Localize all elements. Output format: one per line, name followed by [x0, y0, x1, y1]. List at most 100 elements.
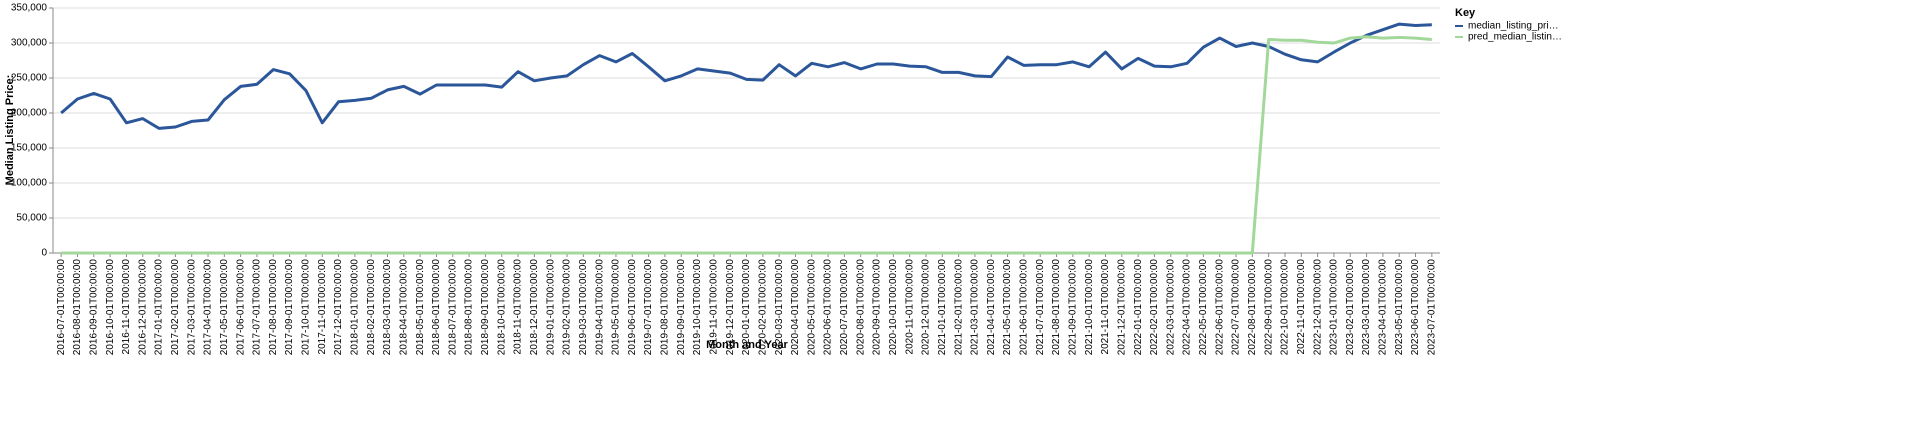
x-tick-label: 2018-08-01T00:00:00	[464, 259, 475, 356]
x-tick-label: 2019-08-01T00:00:00	[660, 259, 671, 356]
x-tick-label: 2019-01-01T00:00:00	[545, 259, 556, 356]
x-axis-title: Month and Year	[706, 339, 788, 351]
x-tick-label: 2018-11-01T00:00:00	[513, 259, 524, 355]
x-tick-label: 2017-11-01T00:00:00	[317, 259, 328, 355]
x-tick-label: 2022-02-01T00:00:00	[1149, 259, 1160, 356]
x-tick-label: 2020-11-01T00:00:00	[904, 259, 915, 355]
x-tick-label: 2020-03-01T00:00:00	[774, 259, 785, 356]
x-tick-label: 2017-05-01T00:00:00	[219, 259, 230, 356]
y-axis-title: Median Listing Price:	[4, 75, 16, 186]
x-tick-label: 2017-06-01T00:00:00	[235, 259, 246, 356]
x-tick-label: 2023-03-01T00:00:00	[1361, 259, 1372, 356]
x-tick-label: 2016-09-01T00:00:00	[88, 259, 99, 356]
y-tick-label: 200,000	[11, 108, 48, 119]
legend-label: pred_median_listin…	[1468, 32, 1562, 43]
x-tick-label: 2018-10-01T00:00:00	[496, 259, 507, 356]
x-tick-label: 2017-07-01T00:00:00	[252, 259, 263, 356]
x-tick-label: 2023-05-01T00:00:00	[1394, 259, 1405, 356]
x-tick-label: 2017-02-01T00:00:00	[170, 259, 181, 356]
x-tick-label: 2022-06-01T00:00:00	[1214, 259, 1225, 356]
y-tick-label: 350,000	[11, 3, 48, 14]
x-tick-label: 2019-02-01T00:00:00	[562, 259, 573, 356]
x-tick-label: 2018-05-01T00:00:00	[415, 259, 426, 356]
x-tick-label: 2018-07-01T00:00:00	[447, 259, 458, 356]
x-tick-label: 2022-03-01T00:00:00	[1165, 259, 1176, 356]
x-tick-label: 2018-06-01T00:00:00	[431, 259, 442, 356]
x-tick-label: 2021-03-01T00:00:00	[970, 259, 981, 356]
x-tick-label: 2021-10-01T00:00:00	[1084, 259, 1095, 356]
x-tick-label: 2021-08-01T00:00:00	[1051, 259, 1062, 356]
x-tick-label: 2020-07-01T00:00:00	[839, 259, 850, 356]
x-tick-label: 2020-06-01T00:00:00	[823, 259, 834, 356]
x-tick-label: 2019-05-01T00:00:00	[611, 259, 622, 356]
x-tick-label: 2021-09-01T00:00:00	[1067, 259, 1078, 356]
x-tick-label: 2020-04-01T00:00:00	[790, 259, 801, 356]
y-tick-label: 50,000	[16, 213, 47, 224]
x-tick-label: 2019-10-01T00:00:00	[692, 259, 703, 356]
x-tick-label: 2020-02-01T00:00:00	[757, 259, 768, 356]
x-tick-label: 2019-03-01T00:00:00	[578, 259, 589, 356]
x-tick-label: 2022-07-01T00:00:00	[1231, 259, 1242, 356]
x-tick-label: 2017-04-01T00:00:00	[203, 259, 214, 356]
x-tick-label: 2019-09-01T00:00:00	[676, 259, 687, 356]
x-tick-label: 2021-12-01T00:00:00	[1116, 259, 1127, 356]
x-tick-label: 2022-12-01T00:00:00	[1312, 259, 1323, 356]
x-tick-label: 2022-09-01T00:00:00	[1263, 259, 1274, 356]
y-tick-label: 100,000	[11, 178, 48, 189]
x-tick-label: 2018-01-01T00:00:00	[350, 259, 361, 356]
x-tick-label: 2018-02-01T00:00:00	[366, 259, 377, 356]
x-tick-label: 2023-06-01T00:00:00	[1410, 259, 1421, 356]
x-tick-label: 2021-02-01T00:00:00	[953, 259, 964, 356]
x-tick-label: 2021-01-01T00:00:00	[937, 259, 948, 356]
x-tick-label: 2022-10-01T00:00:00	[1280, 259, 1291, 356]
y-tick-label: 150,000	[11, 143, 48, 154]
x-tick-label: 2021-06-01T00:00:00	[1019, 259, 1030, 356]
x-tick-label: 2018-09-01T00:00:00	[480, 259, 491, 356]
x-tick-label: 2018-04-01T00:00:00	[398, 259, 409, 356]
x-tick-label: 2019-06-01T00:00:00	[627, 259, 638, 356]
x-tick-label: 2016-08-01T00:00:00	[72, 259, 83, 356]
x-tick-label: 2016-12-01T00:00:00	[137, 259, 148, 356]
x-tick-label: 2023-07-01T00:00:00	[1426, 259, 1437, 356]
x-tick-label: 2022-05-01T00:00:00	[1198, 259, 1209, 356]
x-tick-label: 2017-12-01T00:00:00	[333, 259, 344, 356]
x-tick-label: 2019-11-01T00:00:00	[709, 259, 720, 355]
x-tick-label: 2022-08-01T00:00:00	[1247, 259, 1258, 356]
x-tick-label: 2019-07-01T00:00:00	[643, 259, 654, 356]
x-tick-label: 2020-12-01T00:00:00	[921, 259, 932, 356]
x-tick-label: 2016-10-01T00:00:00	[105, 259, 116, 356]
legend-label: median_listing_pri…	[1468, 21, 1559, 32]
x-tick-label: 2021-04-01T00:00:00	[986, 259, 997, 356]
legend-title: Key	[1455, 7, 1476, 19]
y-tick-label: 0	[41, 248, 47, 259]
x-tick-label: 2022-11-01T00:00:00	[1296, 259, 1307, 355]
x-tick-label: 2020-08-01T00:00:00	[855, 259, 866, 356]
x-tick-label: 2022-04-01T00:00:00	[1182, 259, 1193, 356]
x-tick-label: 2018-03-01T00:00:00	[382, 259, 393, 356]
x-tick-label: 2016-11-01T00:00:00	[121, 259, 132, 355]
x-tick-label: 2020-01-01T00:00:00	[741, 259, 752, 356]
y-tick-label: 300,000	[11, 38, 48, 49]
x-tick-label: 2020-09-01T00:00:00	[872, 259, 883, 356]
x-tick-label: 2021-05-01T00:00:00	[1002, 259, 1013, 356]
x-tick-label: 2023-04-01T00:00:00	[1378, 259, 1389, 356]
series-line	[60, 22, 1432, 130]
x-tick-label: 2016-07-01T00:00:00	[56, 259, 67, 356]
x-tick-label: 2021-11-01T00:00:00	[1100, 259, 1111, 355]
x-tick-label: 2019-04-01T00:00:00	[594, 259, 605, 356]
x-tick-label: 2017-09-01T00:00:00	[284, 259, 295, 356]
x-tick-label: 2023-02-01T00:00:00	[1345, 259, 1356, 356]
x-tick-label: 2020-05-01T00:00:00	[806, 259, 817, 356]
series-line	[61, 35, 1432, 255]
x-tick-label: 2017-10-01T00:00:00	[301, 259, 312, 356]
x-tick-label: 2017-03-01T00:00:00	[186, 259, 197, 356]
x-tick-label: 2023-01-01T00:00:00	[1329, 259, 1340, 356]
x-tick-label: 2019-12-01T00:00:00	[725, 259, 736, 356]
y-tick-label: 250,000	[11, 73, 48, 84]
x-tick-label: 2021-07-01T00:00:00	[1035, 259, 1046, 356]
x-tick-label: 2022-01-01T00:00:00	[1133, 259, 1144, 356]
x-tick-label: 2017-01-01T00:00:00	[154, 259, 165, 356]
x-tick-label: 2020-10-01T00:00:00	[888, 259, 899, 356]
x-tick-label: 2018-12-01T00:00:00	[529, 259, 540, 356]
